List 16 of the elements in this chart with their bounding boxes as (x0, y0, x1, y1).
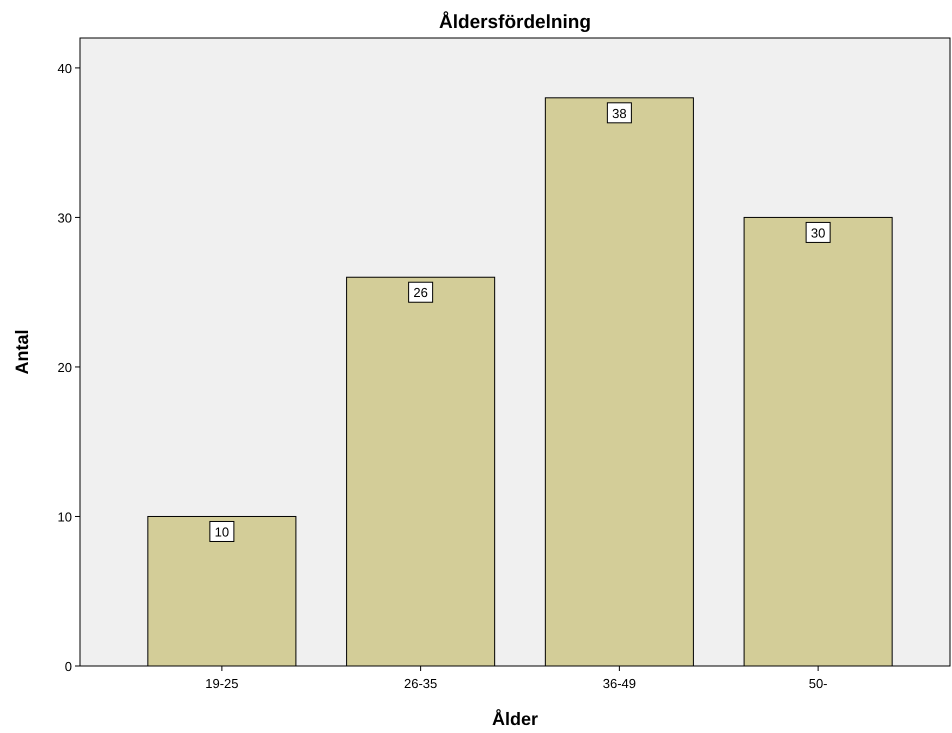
x-tick-label: 26-35 (404, 676, 438, 691)
y-tick-label: 0 (64, 659, 72, 674)
data-label: 26 (413, 285, 428, 300)
y-axis-title: Antal (12, 330, 32, 374)
data-label: 38 (612, 106, 627, 121)
x-tick-label: 36-49 (602, 676, 636, 691)
x-axis-title: Ålder (492, 709, 538, 729)
x-tick-label: 19-25 (205, 676, 238, 691)
x-tick-label: 50- (808, 676, 828, 691)
y-tick-label: 30 (58, 210, 72, 226)
data-label: 30 (810, 225, 826, 240)
data-label: 10 (214, 524, 230, 540)
y-tick-label: 40 (58, 60, 72, 76)
y-tick-label: 20 (58, 360, 72, 375)
y-tick-label: 10 (58, 509, 72, 524)
chart-title: Åldersfördelning (438, 11, 592, 33)
